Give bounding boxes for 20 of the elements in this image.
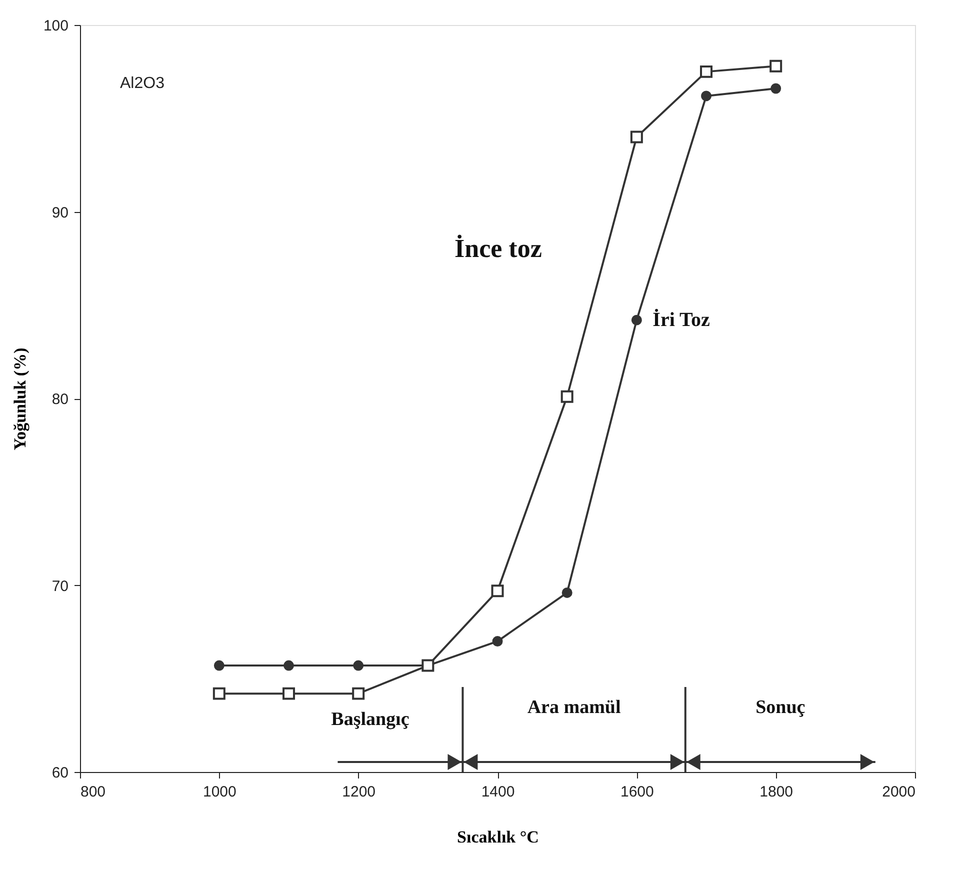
x-tick-label: 1200: [342, 784, 376, 800]
x-tick-label: 800: [80, 784, 106, 800]
y-tick-label: 90: [52, 204, 68, 222]
x-tick-label: 1000: [202, 784, 236, 800]
annotation: Ara mamül: [527, 697, 621, 718]
y-axis-title: Yoğunluk (%): [10, 348, 30, 450]
y-tick-label: 100: [43, 18, 68, 34]
text: İnce toz: [454, 234, 542, 263]
y-tick-label: 80: [52, 391, 68, 408]
x-tick-label: 1800: [760, 784, 794, 800]
x-tick-label: 1400: [481, 784, 515, 800]
x-axis-title: Sıcaklık °C: [457, 828, 539, 846]
annotation: Al2O3: [120, 75, 165, 92]
x-tick-label: 2000: [882, 784, 916, 800]
annotation: Başlangıç: [331, 709, 410, 730]
y-tick-label: 70: [52, 578, 68, 595]
annotation: Sonuç: [756, 697, 806, 718]
x-tick-label: 1600: [620, 784, 654, 800]
series-label: İri Toz: [652, 308, 710, 332]
y-tick-label: 60: [52, 764, 68, 782]
